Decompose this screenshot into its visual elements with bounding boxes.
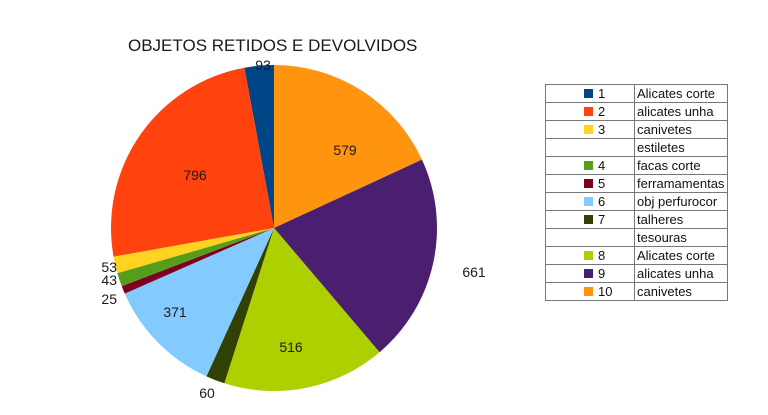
legend-swatch — [584, 125, 593, 134]
legend-label: Alicates corte — [634, 84, 728, 103]
data-label-10: 796 — [183, 167, 207, 183]
pie-slice-9 — [113, 228, 274, 274]
legend-label: facas corte — [634, 156, 728, 175]
legend-key-cell: 10 — [545, 282, 635, 301]
legend-swatch — [584, 161, 593, 170]
legend-label: estiletes — [634, 138, 728, 157]
data-label-9: 53 — [101, 259, 117, 275]
legend-swatch — [584, 89, 593, 98]
data-label-4: 516 — [279, 339, 303, 355]
data-label-3: 661 — [462, 264, 486, 280]
pie-slice-8 — [117, 228, 275, 287]
pie-slice-3 — [274, 159, 438, 353]
legend-label: ferramamentas — [634, 174, 728, 193]
legend-label: Alicates corte — [634, 246, 728, 265]
legend-row: 1 Alicates corte — [545, 84, 728, 103]
legend-key-cell: 4 — [545, 156, 635, 175]
legend-key-cell: 8 — [545, 246, 635, 265]
legend-key-cell: 7 — [545, 210, 635, 229]
legend-key: 1 — [598, 86, 606, 101]
legend-key-cell: 2 — [545, 102, 635, 121]
legend-swatch — [584, 215, 593, 224]
pie-slice-5 — [206, 228, 274, 384]
legend-swatch — [584, 197, 593, 206]
data-label-7: 25 — [101, 291, 117, 307]
legend-swatch — [584, 269, 593, 278]
legend-key: 9 — [598, 266, 606, 281]
data-label-6: 371 — [163, 304, 187, 320]
legend-swatch — [584, 287, 593, 296]
legend-swatch — [584, 251, 593, 260]
legend-label: canivetes — [634, 120, 728, 139]
legend-row: 4 facas corte — [545, 156, 728, 175]
legend-row: tesouras — [545, 228, 728, 247]
legend-row: 10 canivetes — [545, 282, 728, 301]
pie-slice-10 — [111, 67, 274, 257]
pie-slice-4 — [224, 228, 380, 391]
legend-key: 4 — [598, 158, 606, 173]
legend-key-cell: 3 — [545, 120, 635, 139]
legend-label: canivetes — [634, 282, 728, 301]
chart-title: OBJETOS RETIDOS E DEVOLVIDOS — [128, 36, 418, 55]
pie-slice-2 — [274, 65, 422, 228]
legend-label: obj perfurocor — [634, 192, 728, 211]
legend-row: 3 canivetes — [545, 120, 728, 139]
pie-slice-7 — [121, 228, 275, 294]
legend-key: 5 — [598, 176, 606, 191]
legend-row: 2 alicates unha — [545, 102, 728, 121]
legend-label: tesouras — [634, 228, 728, 247]
legend-row: estiletes — [545, 138, 728, 157]
legend-row: 5 ferramamentas — [545, 174, 728, 193]
legend-swatch — [584, 179, 593, 188]
legend-key-cell: 1 — [545, 84, 635, 103]
legend-label: talheres — [634, 210, 728, 229]
pie-slice-6 — [124, 228, 274, 377]
legend-label: alicates unha — [634, 264, 728, 283]
data-label-5: 60 — [199, 385, 215, 401]
data-label-1: 93 — [255, 57, 271, 73]
legend-swatch — [584, 107, 593, 116]
legend-key: 7 — [598, 212, 606, 227]
legend: 1 Alicates corte 2 alicates unha 3 canivetes e… — [545, 84, 728, 301]
data-label-8: 43 — [101, 272, 117, 288]
legend-label: alicates unha — [634, 102, 728, 121]
legend-key: 3 — [598, 122, 606, 137]
legend-key-cell: 6 — [545, 192, 635, 211]
legend-row: 9 alicates unha — [545, 264, 728, 283]
legend-key-cell: 5 — [545, 174, 635, 193]
legend-key-cell — [545, 228, 635, 247]
legend-key: 2 — [598, 104, 606, 119]
legend-key: 10 — [598, 284, 613, 299]
pie-slice-1 — [244, 65, 274, 228]
legend-key: 6 — [598, 194, 606, 209]
legend-key: 8 — [598, 248, 606, 263]
data-label-2: 579 — [333, 142, 357, 158]
legend-row: 7 talheres — [545, 210, 728, 229]
legend-key-cell: 9 — [545, 264, 635, 283]
legend-row: 6 obj perfurocor — [545, 192, 728, 211]
legend-row: 8 Alicates corte — [545, 246, 728, 265]
legend-key-cell — [545, 138, 635, 157]
